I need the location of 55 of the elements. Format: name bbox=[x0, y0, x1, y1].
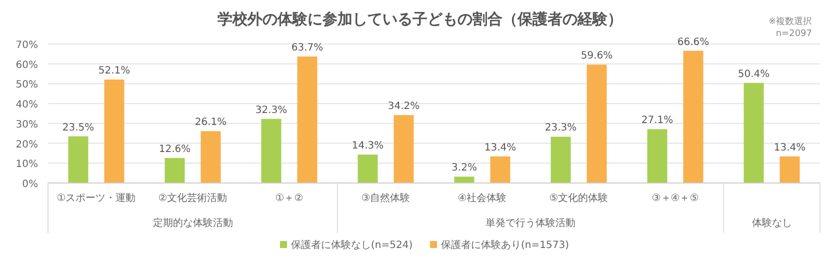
y-tick-label: 70% bbox=[16, 40, 38, 51]
legend-label: 保護者に体験なし(n=524) bbox=[291, 239, 413, 251]
bar bbox=[200, 131, 221, 183]
data-label: 3.2% bbox=[452, 162, 477, 174]
data-label: 59.6% bbox=[580, 50, 613, 62]
data-label: 13.4% bbox=[484, 142, 516, 154]
x-tick-label: ②文化芸術活動 bbox=[158, 192, 228, 204]
text: 体験なし bbox=[752, 217, 792, 229]
bar bbox=[68, 136, 88, 183]
x-tick-label: ③自然体験 bbox=[361, 192, 410, 204]
data-label: 23.3% bbox=[544, 122, 577, 134]
data-label: 27.1% bbox=[641, 115, 674, 126]
y-tick-label: 0% bbox=[22, 179, 38, 190]
data-label: 66.6% bbox=[677, 36, 710, 48]
chart-title: 学校外の体験に参加している子どもの割合（保護者の経験） bbox=[218, 10, 622, 28]
bar bbox=[297, 56, 318, 183]
data-label: 50.4% bbox=[738, 68, 770, 80]
bar bbox=[586, 64, 607, 183]
data-label: 12.6% bbox=[158, 144, 191, 155]
x-tick-label: ①＋② bbox=[275, 193, 304, 204]
bar bbox=[490, 156, 510, 183]
x-tick-label: ①スポーツ・運動 bbox=[56, 192, 136, 204]
bar bbox=[550, 136, 571, 183]
bar bbox=[394, 115, 414, 183]
bar bbox=[164, 158, 185, 183]
data-label: 14.3% bbox=[352, 140, 384, 152]
text: ※複数選択 bbox=[768, 16, 812, 27]
x-tick-label: ③＋④＋⑤ bbox=[652, 193, 699, 204]
bar bbox=[454, 176, 474, 183]
bar bbox=[683, 50, 704, 183]
x-tick-label: ④社会体験 bbox=[458, 192, 507, 204]
text: 定期的な体験活動 bbox=[152, 217, 233, 229]
x-tick-label: ⑤文化的体験 bbox=[549, 192, 608, 204]
y-tick-label: 20% bbox=[16, 139, 38, 150]
bar bbox=[358, 154, 378, 183]
bar bbox=[104, 80, 124, 183]
data-label: 26.1% bbox=[194, 117, 227, 128]
data-label: 32.3% bbox=[255, 104, 288, 116]
data-label: 13.4% bbox=[774, 142, 806, 154]
bar bbox=[261, 118, 282, 183]
y-tick-label: 10% bbox=[16, 159, 38, 170]
text: n=2097 bbox=[776, 29, 812, 39]
text: 単発で行う体験活動 bbox=[486, 217, 576, 229]
bar bbox=[744, 82, 764, 183]
y-tick-label: 40% bbox=[16, 100, 38, 111]
data-label: 34.2% bbox=[388, 101, 420, 112]
y-tick-label: 60% bbox=[16, 60, 38, 71]
data-label: 23.5% bbox=[62, 122, 94, 134]
data-label: 52.1% bbox=[98, 66, 130, 77]
bar bbox=[647, 129, 668, 183]
y-tick-label: 30% bbox=[16, 119, 38, 130]
y-tick-label: 50% bbox=[16, 80, 38, 91]
data-label: 63.7% bbox=[291, 42, 324, 54]
legend-label: 保護者に体験あり(n=1573) bbox=[441, 239, 570, 251]
bar bbox=[780, 156, 800, 183]
